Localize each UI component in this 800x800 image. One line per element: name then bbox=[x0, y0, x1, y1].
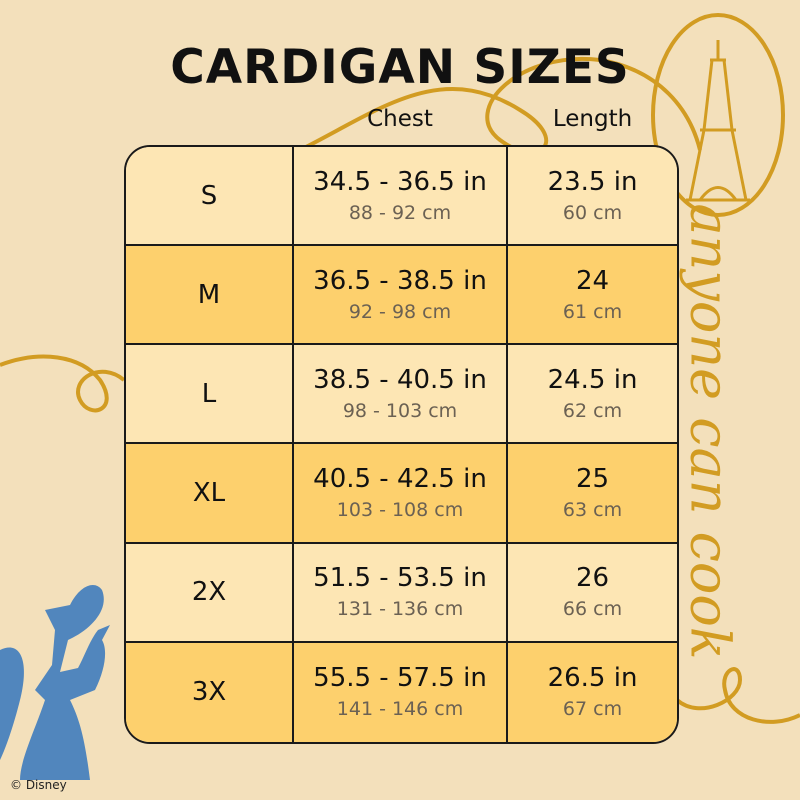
chest-inches: 38.5 - 40.5 in bbox=[313, 364, 487, 395]
length-inches: 25 bbox=[575, 464, 610, 495]
chest-inches: 36.5 - 38.5 in bbox=[313, 265, 487, 296]
rat-silhouette bbox=[0, 585, 110, 780]
gold-swirl-left bbox=[0, 354, 126, 413]
chest-inches: 55.5 - 57.5 in bbox=[313, 663, 487, 694]
length-cm: 66 cm bbox=[562, 598, 623, 621]
length-cell: 23.5 in 60 cm bbox=[508, 147, 677, 247]
gold-swirl-bottom-right bbox=[675, 667, 800, 724]
chest-cm: 98 - 103 cm bbox=[342, 399, 458, 422]
length-inches: 26 bbox=[575, 563, 610, 594]
chest-cm: 131 - 136 cm bbox=[336, 598, 464, 621]
chest-inches: 34.5 - 36.5 in bbox=[313, 166, 487, 197]
size-cell: 2X bbox=[126, 543, 294, 643]
chest-cm: 88 - 92 cm bbox=[348, 201, 452, 224]
length-cm: 63 cm bbox=[562, 499, 623, 522]
chest-cm: 141 - 146 cm bbox=[336, 698, 464, 721]
chest-cm: 92 - 98 cm bbox=[348, 300, 452, 323]
length-cm: 60 cm bbox=[562, 201, 623, 224]
length-cell: 26 66 cm bbox=[508, 543, 677, 643]
chest-cm: 103 - 108 cm bbox=[336, 499, 464, 522]
length-inches: 24.5 in bbox=[547, 364, 638, 395]
gold-swirl-top bbox=[299, 56, 702, 155]
gold-loop-top-right bbox=[651, 13, 785, 217]
eiffel-tower-icon bbox=[686, 40, 750, 202]
size-cell: M bbox=[126, 246, 294, 346]
length-cm: 67 cm bbox=[562, 698, 623, 721]
chest-cell: 34.5 - 36.5 in 88 - 92 cm bbox=[294, 147, 508, 247]
chest-cell: 36.5 - 38.5 in 92 - 98 cm bbox=[294, 246, 508, 346]
size-cell: XL bbox=[126, 444, 294, 544]
column-header-chest: Chest bbox=[367, 106, 433, 132]
chest-cell: 55.5 - 57.5 in 141 - 146 cm bbox=[294, 642, 508, 742]
size-cell: L bbox=[126, 345, 294, 445]
size-label: S bbox=[200, 180, 218, 211]
size-cell: S bbox=[126, 147, 294, 247]
chest-cell: 38.5 - 40.5 in 98 - 103 cm bbox=[294, 345, 508, 445]
chest-inches: 51.5 - 53.5 in bbox=[313, 563, 487, 594]
length-inches: 26.5 in bbox=[547, 663, 638, 694]
size-label: L bbox=[201, 378, 217, 409]
size-cell: 3X bbox=[126, 642, 294, 742]
length-cm: 61 cm bbox=[562, 300, 623, 323]
anyone-can-cook-script: anyone can cook bbox=[678, 203, 742, 660]
length-cell: 26.5 in 67 cm bbox=[508, 642, 677, 742]
length-cm: 62 cm bbox=[562, 399, 623, 422]
size-label: 3X bbox=[191, 677, 227, 708]
size-table: S 34.5 - 36.5 in 88 - 92 cm 23.5 in 60 cm M 36… bbox=[124, 145, 679, 744]
page-title: CARDIGAN SIZES bbox=[170, 40, 630, 95]
length-cell: 25 63 cm bbox=[508, 444, 677, 544]
chest-inches: 40.5 - 42.5 in bbox=[313, 464, 487, 495]
size-label: M bbox=[197, 279, 221, 310]
length-cell: 24 61 cm bbox=[508, 246, 677, 346]
chest-cell: 51.5 - 53.5 in 131 - 136 cm bbox=[294, 543, 508, 643]
column-header-length: Length bbox=[552, 106, 633, 132]
size-label: XL bbox=[192, 478, 226, 509]
length-cell: 24.5 in 62 cm bbox=[508, 345, 677, 445]
length-inches: 24 bbox=[575, 265, 610, 296]
length-inches: 23.5 in bbox=[547, 166, 638, 197]
copyright: © Disney bbox=[10, 778, 67, 792]
size-label: 2X bbox=[191, 577, 227, 608]
chest-cell: 40.5 - 42.5 in 103 - 108 cm bbox=[294, 444, 508, 544]
